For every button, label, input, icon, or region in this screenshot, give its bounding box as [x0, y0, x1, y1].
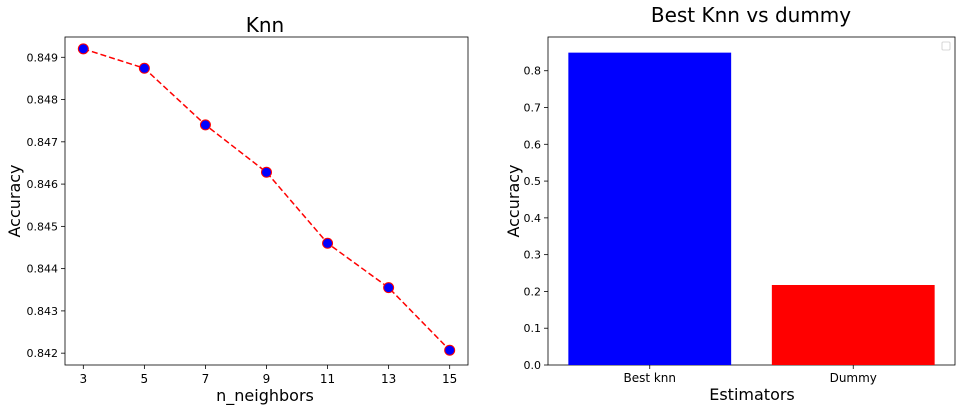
chart2-y-ticks: 0.0 0.1 0.2 0.3 0.4 0.5 0.6 0.7 0.8	[524, 65, 548, 372]
chart1-y-tick-label: 0.847	[27, 136, 59, 149]
chart2-ylabel: Accuracy	[504, 164, 523, 237]
chart1-x-tick-label: 13	[381, 372, 396, 386]
knn-line-chart: Knn 0.8420.8430.8440.8450.8460.8470.8480…	[5, 13, 469, 406]
chart2-y-tick-label: 0.8	[524, 65, 542, 78]
chart2-xlabel: Estimators	[709, 385, 795, 404]
chart2-y-tick-label: 0.0	[524, 359, 542, 372]
chart2-y-tick-label: 0.4	[524, 212, 542, 225]
chart1-xlabel: n_neighbors	[216, 386, 314, 406]
chart1-series	[77, 43, 456, 356]
chart1-x-tick-label: 11	[320, 372, 335, 386]
chart1-y-tick-label: 0.849	[27, 51, 59, 64]
chart1-plot-area	[64, 36, 469, 366]
chart1-y-tick-label: 0.844	[27, 263, 59, 276]
chart1-ylabel: Accuracy	[5, 164, 24, 237]
chart2-y-tick-label: 0.6	[524, 138, 542, 151]
chart1-x-tick-label: 9	[263, 372, 271, 386]
chart1-data-point	[138, 62, 150, 74]
chart2-y-tick-label: 0.3	[524, 249, 542, 262]
chart2-y-tick-label: 0.1	[524, 322, 542, 335]
chart1-data-point	[383, 282, 395, 294]
chart1-title: Knn	[246, 13, 284, 37]
best-knn-vs-dummy-bar-chart: Best Knn vs dummy 0.00.10.20.30.40.50.60…	[504, 3, 956, 404]
chart1-y-tick-label: 0.845	[27, 220, 59, 233]
chart2-bars	[568, 52, 935, 366]
chart2-title: Best Knn vs dummy	[651, 3, 851, 27]
chart1-data-point	[261, 166, 272, 178]
chart2-y-tick-label: 0.5	[524, 175, 542, 188]
chart2-y-tick-label: 0.2	[524, 285, 542, 298]
chart1-x-tick-label: 15	[442, 372, 457, 386]
chart1-y-tick-label: 0.843	[27, 305, 59, 318]
chart2-bar	[771, 284, 935, 365]
chart2-x-tick-label: Best knn	[623, 371, 676, 385]
chart2-x-tick-label: Dummy	[830, 371, 877, 385]
chart1-y-tick-label: 0.842	[27, 347, 59, 360]
chart2-x-ticks: Best knn Dummy	[623, 365, 877, 385]
chart1-data-point	[322, 237, 334, 249]
chart1-y-tick-label: 0.846	[27, 178, 59, 191]
chart1-data-point	[199, 119, 211, 131]
chart1-y-ticks: 0.842 0.843 0.844 0.845 0.846 0.847 0.848 0.849	[27, 51, 65, 360]
chart2-legend-box	[941, 41, 951, 51]
chart2-y-tick-label: 0.7	[524, 102, 542, 115]
chart1-data-point	[444, 344, 456, 356]
chart1-x-tick-label: 7	[202, 372, 210, 386]
chart1-y-tick-label: 0.848	[27, 94, 59, 107]
chart1-data-point	[77, 43, 89, 55]
chart1-x-ticks: 3 5 7 9 11 13 15	[79, 365, 457, 386]
chart1-x-tick-label: 3	[79, 372, 87, 386]
chart2-bar	[568, 52, 732, 366]
chart1-x-tick-label: 5	[141, 372, 149, 386]
